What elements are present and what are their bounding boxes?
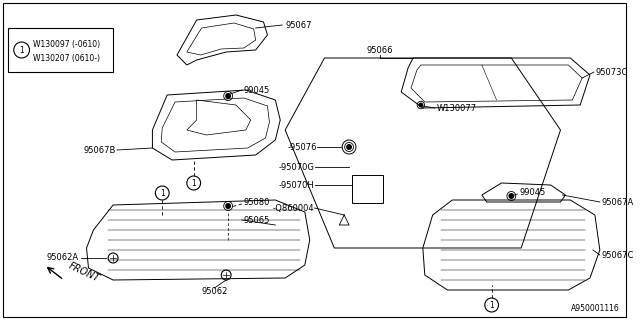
Circle shape xyxy=(508,193,515,199)
Text: 99045: 99045 xyxy=(519,188,545,196)
Circle shape xyxy=(419,102,423,108)
Text: 95073C: 95073C xyxy=(596,68,628,76)
Text: 95067: 95067 xyxy=(285,20,312,29)
Text: 1: 1 xyxy=(191,179,196,188)
Text: 1: 1 xyxy=(490,300,494,309)
Text: W130077: W130077 xyxy=(436,103,477,113)
Text: 95080: 95080 xyxy=(244,197,270,206)
Circle shape xyxy=(225,203,231,209)
Text: W130097 (-0610): W130097 (-0610) xyxy=(33,39,100,49)
Text: -95076: -95076 xyxy=(287,142,317,151)
Text: W130207 (0610-): W130207 (0610-) xyxy=(33,53,100,62)
Circle shape xyxy=(346,144,352,150)
FancyBboxPatch shape xyxy=(352,175,383,203)
Text: 95062: 95062 xyxy=(201,287,228,297)
Text: 1: 1 xyxy=(19,45,24,54)
Text: 95067B: 95067B xyxy=(84,146,116,155)
Text: 95067A: 95067A xyxy=(602,197,634,206)
Text: -Q860004: -Q860004 xyxy=(273,204,315,212)
Text: A950001116: A950001116 xyxy=(571,304,620,313)
Text: 99045: 99045 xyxy=(244,85,270,94)
Circle shape xyxy=(225,93,231,99)
Text: 1: 1 xyxy=(160,188,164,197)
Text: 95065: 95065 xyxy=(244,215,270,225)
Text: FRONT: FRONT xyxy=(67,260,101,284)
Text: 95062A: 95062A xyxy=(47,253,79,262)
Text: 95067C: 95067C xyxy=(602,251,634,260)
Text: 95066: 95066 xyxy=(366,45,393,54)
FancyBboxPatch shape xyxy=(8,28,113,72)
Text: -95070H: -95070H xyxy=(279,180,315,189)
Text: -95070G: -95070G xyxy=(279,163,315,172)
